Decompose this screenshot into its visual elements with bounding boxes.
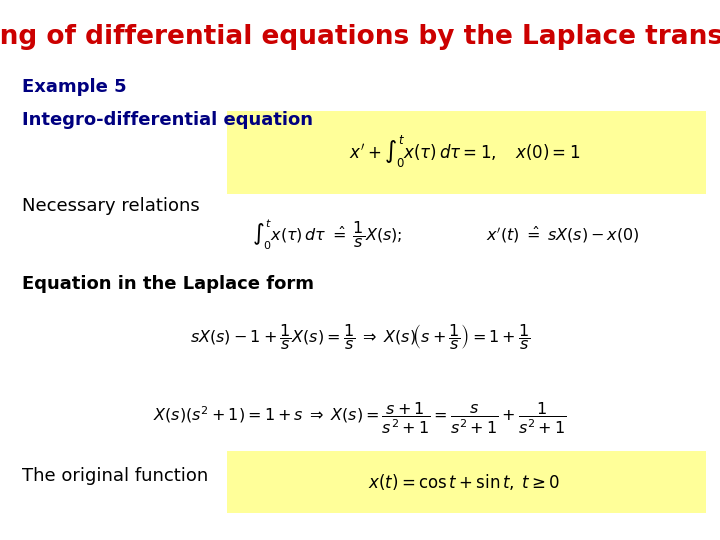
Text: $X(s)(s^2 + 1) = 1 + s \;\Rightarrow\; X(s) = \dfrac{s+1}{s^2+1} = \dfrac{s}{s^2: $X(s)(s^2 + 1) = 1 + s \;\Rightarrow\; X… — [153, 401, 567, 436]
Text: Example 5: Example 5 — [22, 78, 126, 96]
Text: $x'(t) \;\hat{=}\; sX(s) - x(0)$: $x'(t) \;\hat{=}\; sX(s) - x(0)$ — [486, 225, 640, 245]
Text: Necessary relations: Necessary relations — [22, 197, 199, 215]
Text: $x(t) = \cos t + \sin t,\; t \geq 0$: $x(t) = \cos t + \sin t,\; t \geq 0$ — [369, 471, 560, 492]
FancyBboxPatch shape — [227, 451, 706, 513]
Text: Solving of differential equations by the Laplace transform: Solving of differential equations by the… — [0, 24, 720, 50]
Text: Integro-differential equation: Integro-differential equation — [22, 111, 312, 129]
Text: $x' + \int_0^t x(\tau)\,d\tau = 1, \quad x(0) = 1$: $x' + \int_0^t x(\tau)\,d\tau = 1, \quad… — [348, 134, 580, 170]
Text: $sX(s) - 1 + \dfrac{1}{s}X(s) = \dfrac{1}{s} \;\Rightarrow\; X(s)\!\left(s + \df: $sX(s) - 1 + \dfrac{1}{s}X(s) = \dfrac{1… — [189, 322, 531, 353]
Text: Equation in the Laplace form: Equation in the Laplace form — [22, 275, 314, 293]
Text: The original function: The original function — [22, 467, 208, 485]
Text: $\int_0^t x(\tau)\,d\tau \;\hat{=}\; \dfrac{1}{s}X(s);$: $\int_0^t x(\tau)\,d\tau \;\hat{=}\; \df… — [252, 218, 402, 252]
FancyBboxPatch shape — [227, 111, 706, 194]
